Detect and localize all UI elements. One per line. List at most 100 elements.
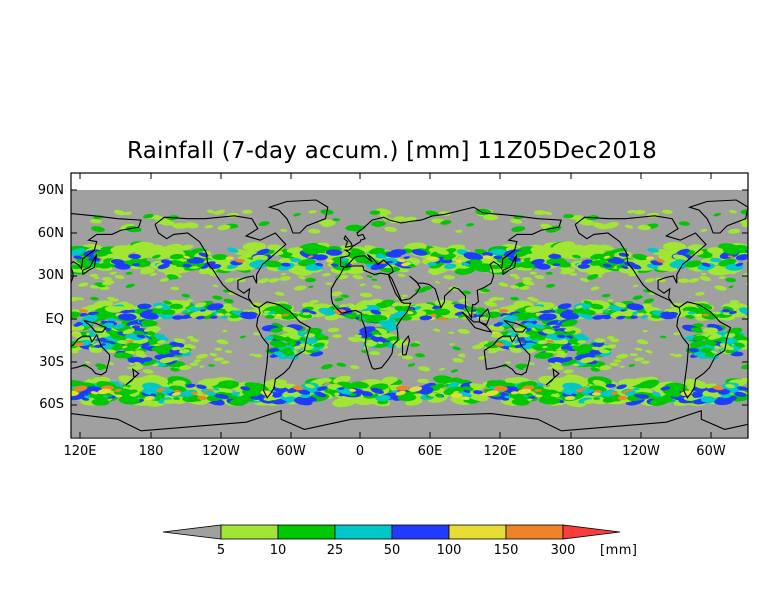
rain-cell [702,327,719,334]
rain-cell [609,362,619,367]
rain-cell [117,339,128,345]
rain-cell [370,247,385,254]
rain-cell [485,390,499,397]
rain-cell [449,343,455,346]
rain-cell [84,395,91,399]
rain-cell [222,329,228,333]
rain-cell [182,263,192,268]
rain-cell [634,357,645,362]
rain-cell [134,361,142,366]
rain-cell [452,346,461,351]
rain-cell [510,391,519,395]
rain-cell [187,251,197,256]
rain-cell [127,340,134,343]
rain-cell [447,382,460,388]
rain-cell [185,383,196,388]
rain-cell [733,342,745,348]
rain-cell [179,244,194,251]
rain-cell [169,349,184,356]
rain-cell [175,315,183,318]
rain-cell [71,390,79,396]
rain-cell [616,315,626,320]
rain-cell [160,314,174,320]
rain-cell [96,312,113,319]
rain-cell [224,350,233,354]
rain-cell [360,391,374,397]
rain-cell [469,383,481,388]
rain-cell [703,252,713,257]
rain-cell [73,385,88,392]
rain-cell [71,324,85,331]
rain-cell [169,303,184,310]
rain-cell [560,268,575,275]
colorbar-label-5: 5 [216,543,226,558]
rain-cell [735,254,748,260]
colorbar-label-50: 50 [383,543,401,558]
rain-cell [474,312,481,315]
rain-cell [234,397,244,402]
rain-cell [628,364,636,367]
rain-cell [115,346,125,350]
rain-cell [164,266,185,276]
rain-cell [475,307,487,312]
rain-cell [463,389,471,393]
rain-cell [323,310,336,316]
rain-cell [284,396,296,402]
rain-cell [493,255,503,260]
rain-cell [557,303,572,310]
rain-cell [242,388,261,397]
rain-cell [89,348,103,354]
rain-cell [527,349,537,353]
rain-cell [370,335,387,343]
rain-cell [240,311,250,316]
rain-cell [602,309,610,313]
rain-cell [212,387,220,391]
rain-cell [654,397,665,402]
rain-cell [636,313,643,316]
rain-cell [603,255,611,259]
rain-cell [71,248,86,256]
rain-cell [231,392,241,396]
rain-cell [386,260,393,264]
rain-cell [662,388,681,397]
rain-cell [617,395,628,401]
rain-cell [369,351,381,356]
rain-cell [239,335,247,339]
rain-cell [642,329,648,333]
colorbar-bin-6 [505,524,564,540]
rain-cell [592,392,601,396]
rain-cell [152,254,161,259]
rain-cell [287,334,300,340]
rain-cell [589,303,604,310]
rain-cell [172,392,181,396]
rain-cell [213,357,224,362]
rain-cell [525,306,542,313]
rain-cell [510,262,523,268]
rain-cell [391,302,402,307]
rain-cell [152,363,160,367]
rain-cell [326,259,334,263]
rain-cell [273,351,286,357]
rain-cell [350,365,360,370]
rain-cell [189,362,199,367]
rain-cell [591,357,600,361]
rain-cell [90,262,103,268]
rain-cell [581,313,594,320]
rain-cell [403,256,411,259]
rain-cell [267,311,276,315]
rain-cell [220,315,228,319]
rain-cell [684,260,702,268]
rain-cell [325,249,343,256]
rain-cell [538,396,560,405]
colorbar-label-10: 10 [269,543,287,558]
rain-cell [263,396,275,401]
rain-cell [143,327,154,332]
rain-cell [593,397,601,400]
rain-cell [651,392,661,396]
rain-cell [270,327,283,333]
rain-cell [454,259,463,263]
rain-cell [457,314,466,318]
rain-cell [668,311,679,316]
rain-cell [91,398,110,406]
rain-cell [159,344,174,350]
